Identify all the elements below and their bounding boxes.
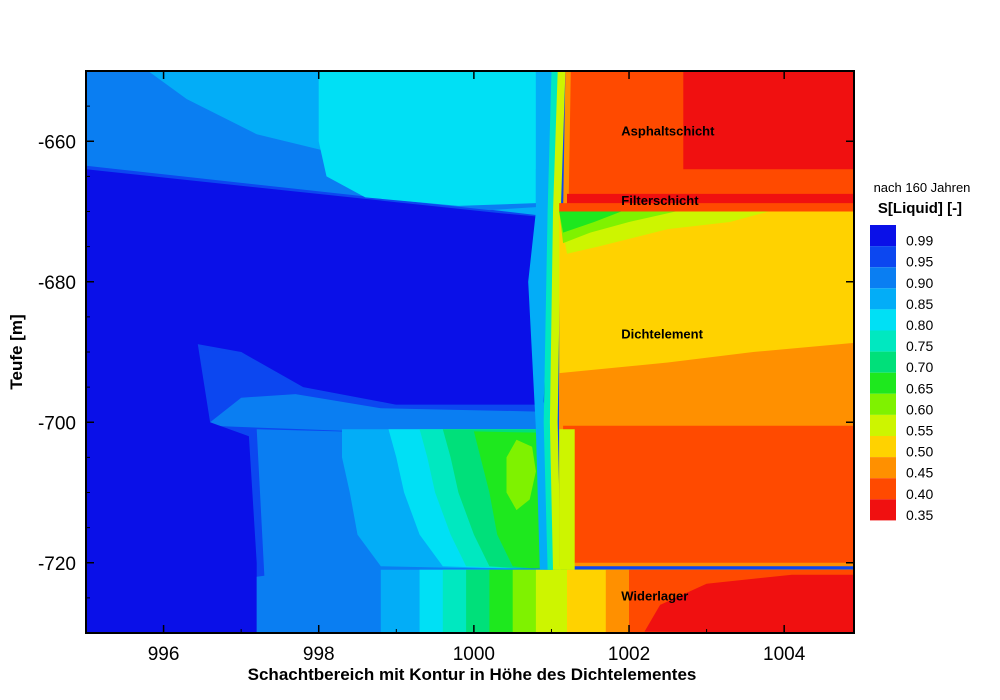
contour-region-29 [549, 71, 566, 570]
x-axis-title: Schachtbereich mit Kontur in Höhe des Di… [248, 665, 697, 684]
legend-swatch [870, 478, 896, 500]
legend-swatch [870, 267, 896, 289]
x-tick-label: 1000 [453, 644, 495, 665]
legend-label: 0.45 [906, 465, 933, 481]
contour-region-14 [506, 439, 536, 511]
legend-label: 0.85 [906, 296, 933, 312]
legend-label: 0.75 [906, 338, 933, 354]
legend-swatch [870, 499, 896, 521]
y-tick-label: -660 [38, 132, 76, 153]
contour-region-41 [563, 425, 854, 563]
region-label: Asphaltschicht [621, 124, 715, 139]
legend-label: 0.40 [906, 486, 933, 502]
contour-region-42 [559, 429, 575, 570]
legend-swatch [870, 457, 896, 479]
y-axis: -660 -680 -700 -720 [38, 70, 854, 634]
legend-swatch [870, 309, 896, 331]
legend-swatch [870, 393, 896, 415]
legend-swatch [870, 436, 896, 458]
legend-label: 0.99 [906, 233, 933, 249]
contour-region-6 [210, 394, 544, 433]
region-label: Filterschicht [621, 193, 699, 208]
contour-region-4 [86, 169, 544, 405]
contour-region-38 [559, 211, 622, 233]
plot-area [86, 71, 854, 633]
legend-swatch [870, 288, 896, 310]
x-tick-label: 998 [303, 644, 335, 665]
legend-subtitle: nach 160 Jahren [874, 180, 971, 195]
legend-label: 0.55 [906, 422, 933, 438]
legend-label: 0.70 [906, 359, 933, 375]
legend-label: 0.60 [906, 401, 933, 417]
contour-region-32 [683, 71, 854, 170]
legend: nach 160 Jahren S[Liquid] [-] 0.990.950.… [870, 180, 970, 523]
y-axis-title: Teufe [m] [7, 314, 26, 389]
x-tick-label: 1004 [763, 644, 806, 665]
contour-region-33 [567, 193, 854, 205]
legend-label: 0.65 [906, 380, 933, 396]
legend-label: 0.95 [906, 254, 933, 270]
contour-region-39 [559, 342, 854, 430]
y-tick-label: -720 [38, 554, 76, 575]
contour-region-34 [559, 203, 854, 212]
legend-label: 0.80 [906, 317, 933, 333]
y-tick-label: -700 [38, 413, 76, 434]
legend-label: 0.90 [906, 275, 933, 291]
legend-swatch [870, 372, 896, 394]
contour-region-3 [318, 71, 536, 206]
x-tick-label: 1002 [608, 644, 650, 665]
legend-swatch [870, 414, 896, 436]
legend-label: 0.35 [906, 507, 933, 523]
legend-swatch [870, 225, 896, 247]
legend-swatch [870, 351, 896, 373]
legend-items: 0.99 0.95 0.90 0.85 0.80 0.75 0.70 0.65 0.60 0.55… [870, 225, 933, 523]
x-tick-label: 996 [148, 644, 180, 665]
contour-region-7 [86, 323, 257, 633]
y-tick-label: -680 [38, 273, 76, 294]
region-labels: Asphaltschicht Filterschicht Dichtelement W… [621, 124, 715, 604]
region-label: Widerlager [621, 589, 688, 604]
contour-region-26 [644, 574, 854, 633]
region-label: Dichtelement [621, 327, 703, 342]
x-axis: 996 998 1000 1002 1004 [85, 71, 806, 665]
legend-title: S[Liquid] [-] [878, 200, 962, 217]
legend-swatch [870, 330, 896, 352]
legend-swatch [870, 246, 896, 268]
legend-label: 0.50 [906, 444, 933, 460]
